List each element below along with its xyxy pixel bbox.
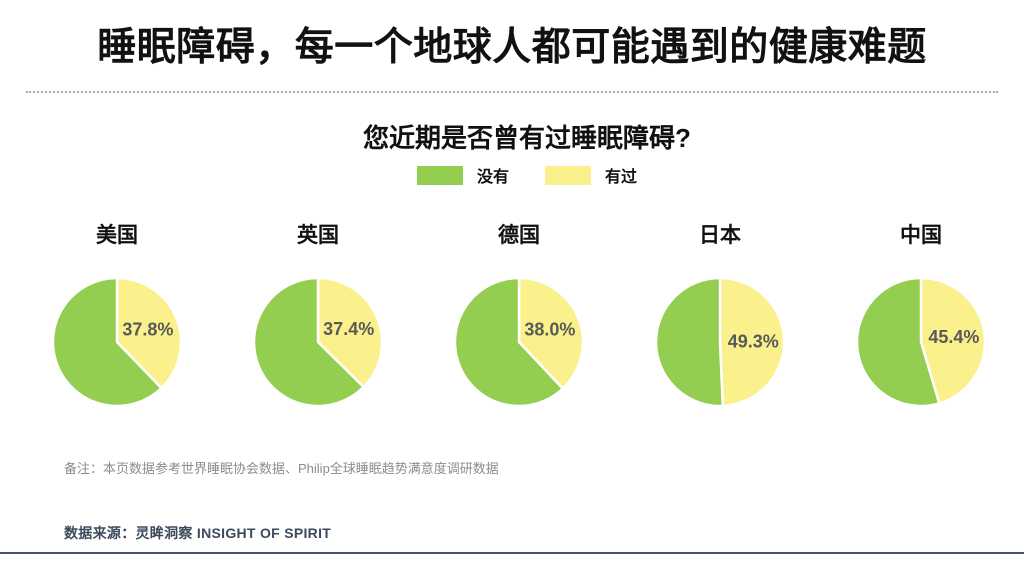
pie-data-label: 38.0%	[524, 320, 575, 340]
dotted-divider	[26, 91, 998, 93]
pie-svg: 37.4%	[252, 276, 384, 408]
pie-chart: 英国 37.4%	[248, 222, 388, 412]
pie-slice-yes	[919, 276, 987, 405]
legend-swatch-yes	[545, 165, 591, 185]
legend-item-no: 没有	[416, 163, 509, 187]
pie-slice-yes	[316, 276, 384, 389]
pie-data-label: 37.4%	[323, 319, 374, 339]
pie-slice-yes	[718, 276, 786, 408]
chart-title: 您近期是否曾有过睡眠障碍?	[363, 123, 691, 153]
page-title: 睡眠障碍，每一个地球人都可能遇到的健康难题	[97, 26, 927, 69]
pie-slice-no	[51, 276, 163, 408]
legend-label-yes: 有过	[605, 169, 638, 186]
data-source: 数据来源：灵眸洞察 INSIGHT OF SPIRIT	[64, 525, 332, 541]
footer-rule	[0, 552, 1024, 554]
pie-svg: 45.4%	[855, 276, 987, 408]
footnote: 备注：本页数据参考世界睡眠协会数据、Philip全球睡眠趋势满意度调研数据	[64, 461, 499, 476]
legend-item-yes: 有过	[545, 163, 637, 187]
pie-data-label: 37.8%	[122, 320, 173, 340]
pie-slice-yes	[115, 276, 183, 390]
legend-swatch-no	[416, 165, 463, 185]
pie-svg: 37.8%	[51, 276, 183, 408]
country-label: 英国	[297, 224, 339, 247]
pie-data-label: 45.4%	[928, 327, 979, 347]
pie-row: 美国 37.8% 英国 37.4% 德国 38.0% 日本 49.3% 中国 4…	[47, 222, 991, 412]
country-label: 中国	[900, 224, 942, 247]
pie-chart: 美国 37.8%	[47, 222, 187, 412]
pie-chart: 日本 49.3%	[650, 222, 790, 412]
chart-legend: 没有 有过	[0, 163, 1024, 187]
country-label: 日本	[699, 224, 741, 247]
country-label: 美国	[96, 224, 138, 247]
pie-svg: 49.3%	[654, 276, 786, 408]
pie-slice-no	[252, 276, 365, 408]
pie-slice-no	[855, 276, 941, 408]
pie-data-label: 49.3%	[728, 331, 779, 351]
pie-svg: 38.0%	[453, 276, 585, 408]
pie-slice-yes	[517, 276, 585, 390]
legend-label-no: 没有	[476, 169, 509, 186]
pie-chart: 德国 38.0%	[449, 222, 589, 412]
pie-slice-no	[654, 276, 725, 408]
pie-slice-no	[453, 276, 565, 408]
country-label: 德国	[498, 224, 540, 247]
pie-chart: 中国 45.4%	[851, 222, 991, 412]
